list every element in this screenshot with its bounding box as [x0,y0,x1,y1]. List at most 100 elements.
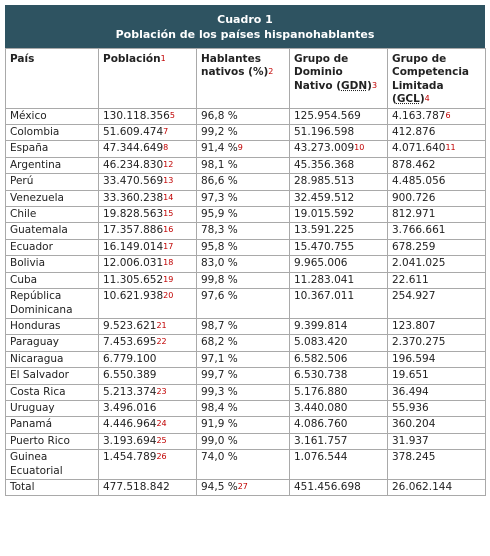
cell-text: 33.360.238 [103,191,164,204]
value-cell: 98,1 % [196,156,290,175]
country-cell: Uruguay [5,399,99,418]
footnote-ref: 8 [163,143,169,153]
cell-text: 46.234.830 [103,158,164,171]
value-cell: 55.936 [387,399,486,418]
value-cell: 17.357.88616 [98,222,197,240]
value-cell: 97,3 % [196,189,290,208]
value-cell: 3.193.69425 [98,432,197,451]
value-cell: 4.071.64011 [387,140,486,158]
table-head: País Población1 Hablantes nativos (%)2 Grup… [5,48,486,109]
footnote-ref: 24 [156,419,167,429]
cell-text: 17.357.886 [103,224,164,237]
value-cell: 22.611 [387,271,486,290]
value-cell: 47.344.6498 [98,140,197,158]
value-cell: 68,2 % [196,334,290,352]
table-row: Uruguay 3.496.016 98,4 % 3.440.080 55.936 [5,399,486,418]
value-cell: 1.076.544 [289,449,388,480]
cell-text: ) [367,79,372,92]
abbreviation: GCL [396,93,420,106]
value-cell: 878.462 [387,156,486,175]
footnote-ref: 25 [156,435,167,445]
value-cell: 95,8 % [196,238,290,257]
value-cell: 254.927 [387,288,486,319]
footnote-ref: 19 [163,274,174,284]
table-container: Cuadro 1 Población de los países hispano… [5,5,486,497]
cell-text: 3.193.694 [103,434,157,447]
value-cell: 19.828.56315 [98,206,197,224]
country-cell: Nicaragua [5,350,99,369]
value-cell: 86,6 % [196,173,290,191]
value-cell: 7.453.69522 [98,334,197,352]
value-cell: 4.163.7876 [387,107,486,126]
value-cell: 78,3 % [196,222,290,240]
abbreviation: GDN [341,79,368,92]
country-cell: Guatemala [5,222,99,240]
value-cell: 32.459.512 [289,189,388,208]
value-cell: 4.446.96424 [98,416,197,434]
cell-text: 7.453.695 [103,336,157,349]
footnote-ref: 21 [156,320,167,330]
value-cell: 33.360.23814 [98,189,197,208]
cell-text: 19.828.563 [103,208,164,221]
value-cell: 19.651 [387,367,486,385]
footnote-ref: 26 [156,452,167,462]
footnote-ref: 20 [163,291,174,301]
value-cell: 99,8 % [196,271,290,290]
cell-text: 12.006.031 [103,257,164,270]
table-row: Puerto Rico 3.193.69425 99,0 % 3.161.757 31.… [5,432,486,451]
table-row: Cuba 11.305.65219 99,8 % 11.283.041 22.611 [5,271,486,290]
value-cell: 95,9 % [196,206,290,224]
value-cell: 83,0 % [196,255,290,273]
value-cell: 900.726 [387,189,486,208]
column-header: Grupo de Dominio Nativo (GDN)3 [289,48,388,109]
footnote-ref: 22 [156,337,167,347]
country-cell: El Salvador [5,367,99,385]
country-cell: Paraguay [5,334,99,352]
cell-text: 94,5 % [201,480,238,493]
value-cell: 130.118.3565 [98,107,197,126]
footnote-ref: 11 [445,143,456,153]
table-row: Colombia 51.609.4747 99,2 % 51.196.598 412.8… [5,124,486,142]
value-cell: 451.456.698 [289,478,388,497]
footnote-ref: 6 [445,110,451,120]
value-cell: 91,4 %9 [196,140,290,158]
cell-text: 33.470.569 [103,175,164,188]
value-cell: 2.041.025 [387,255,486,273]
cell-text: 4.163.787 [392,109,446,122]
footnote-ref: 13 [163,176,174,186]
footnote-ref: 2 [268,67,274,77]
value-cell: 378.245 [387,449,486,480]
footnote-ref: 1 [160,54,166,63]
value-cell: 125.954.569 [289,107,388,126]
cell-text: Grupo de Competencia Limitada ( [392,53,470,106]
caption-subtitle: Población de los países hispanohablantes [115,28,375,41]
value-cell: 94,5 %27 [196,478,290,497]
table-row: Guinea Ecuatorial 1.454.78926 74,0 % 1.076.… [5,449,486,480]
value-cell: 99,3 % [196,383,290,401]
cell-text: Población [103,53,161,65]
country-cell: Total [5,478,99,497]
table-row: Guatemala 17.357.88616 78,3 % 13.591.225 3.7… [5,222,486,240]
value-cell: 6.779.100 [98,350,197,369]
table-row: Argentina 46.234.83012 98,1 % 45.356.368 878… [5,156,486,175]
country-cell: República Dominicana [5,288,99,319]
value-cell: 2.370.275 [387,334,486,352]
value-cell: 99,2 % [196,124,290,142]
value-cell: 98,4 % [196,399,290,418]
table-row: España 47.344.6498 91,4 %9 43.273.00910 4.07… [5,140,486,158]
country-cell: Cuba [5,271,99,290]
country-cell: Puerto Rico [5,432,99,451]
value-cell: 4.086.760 [289,416,388,434]
value-cell: 6.550.389 [98,367,197,385]
value-cell: 11.305.65219 [98,271,197,290]
value-cell: 96,8 % [196,107,290,126]
value-cell: 10.367.011 [289,288,388,319]
value-cell: 43.273.00910 [289,140,388,158]
table-row: Nicaragua 6.779.100 97,1 % 6.582.506 196.594 [5,350,486,369]
table-row: Panamá 4.446.96424 91,9 % 4.086.760 360.204 [5,416,486,434]
table-row: Bolivia 12.006.03118 83,0 % 9.965.006 2.041.… [5,255,486,273]
value-cell: 97,1 % [196,350,290,369]
country-cell: Colombia [5,124,99,142]
value-cell: 5.176.880 [289,383,388,401]
